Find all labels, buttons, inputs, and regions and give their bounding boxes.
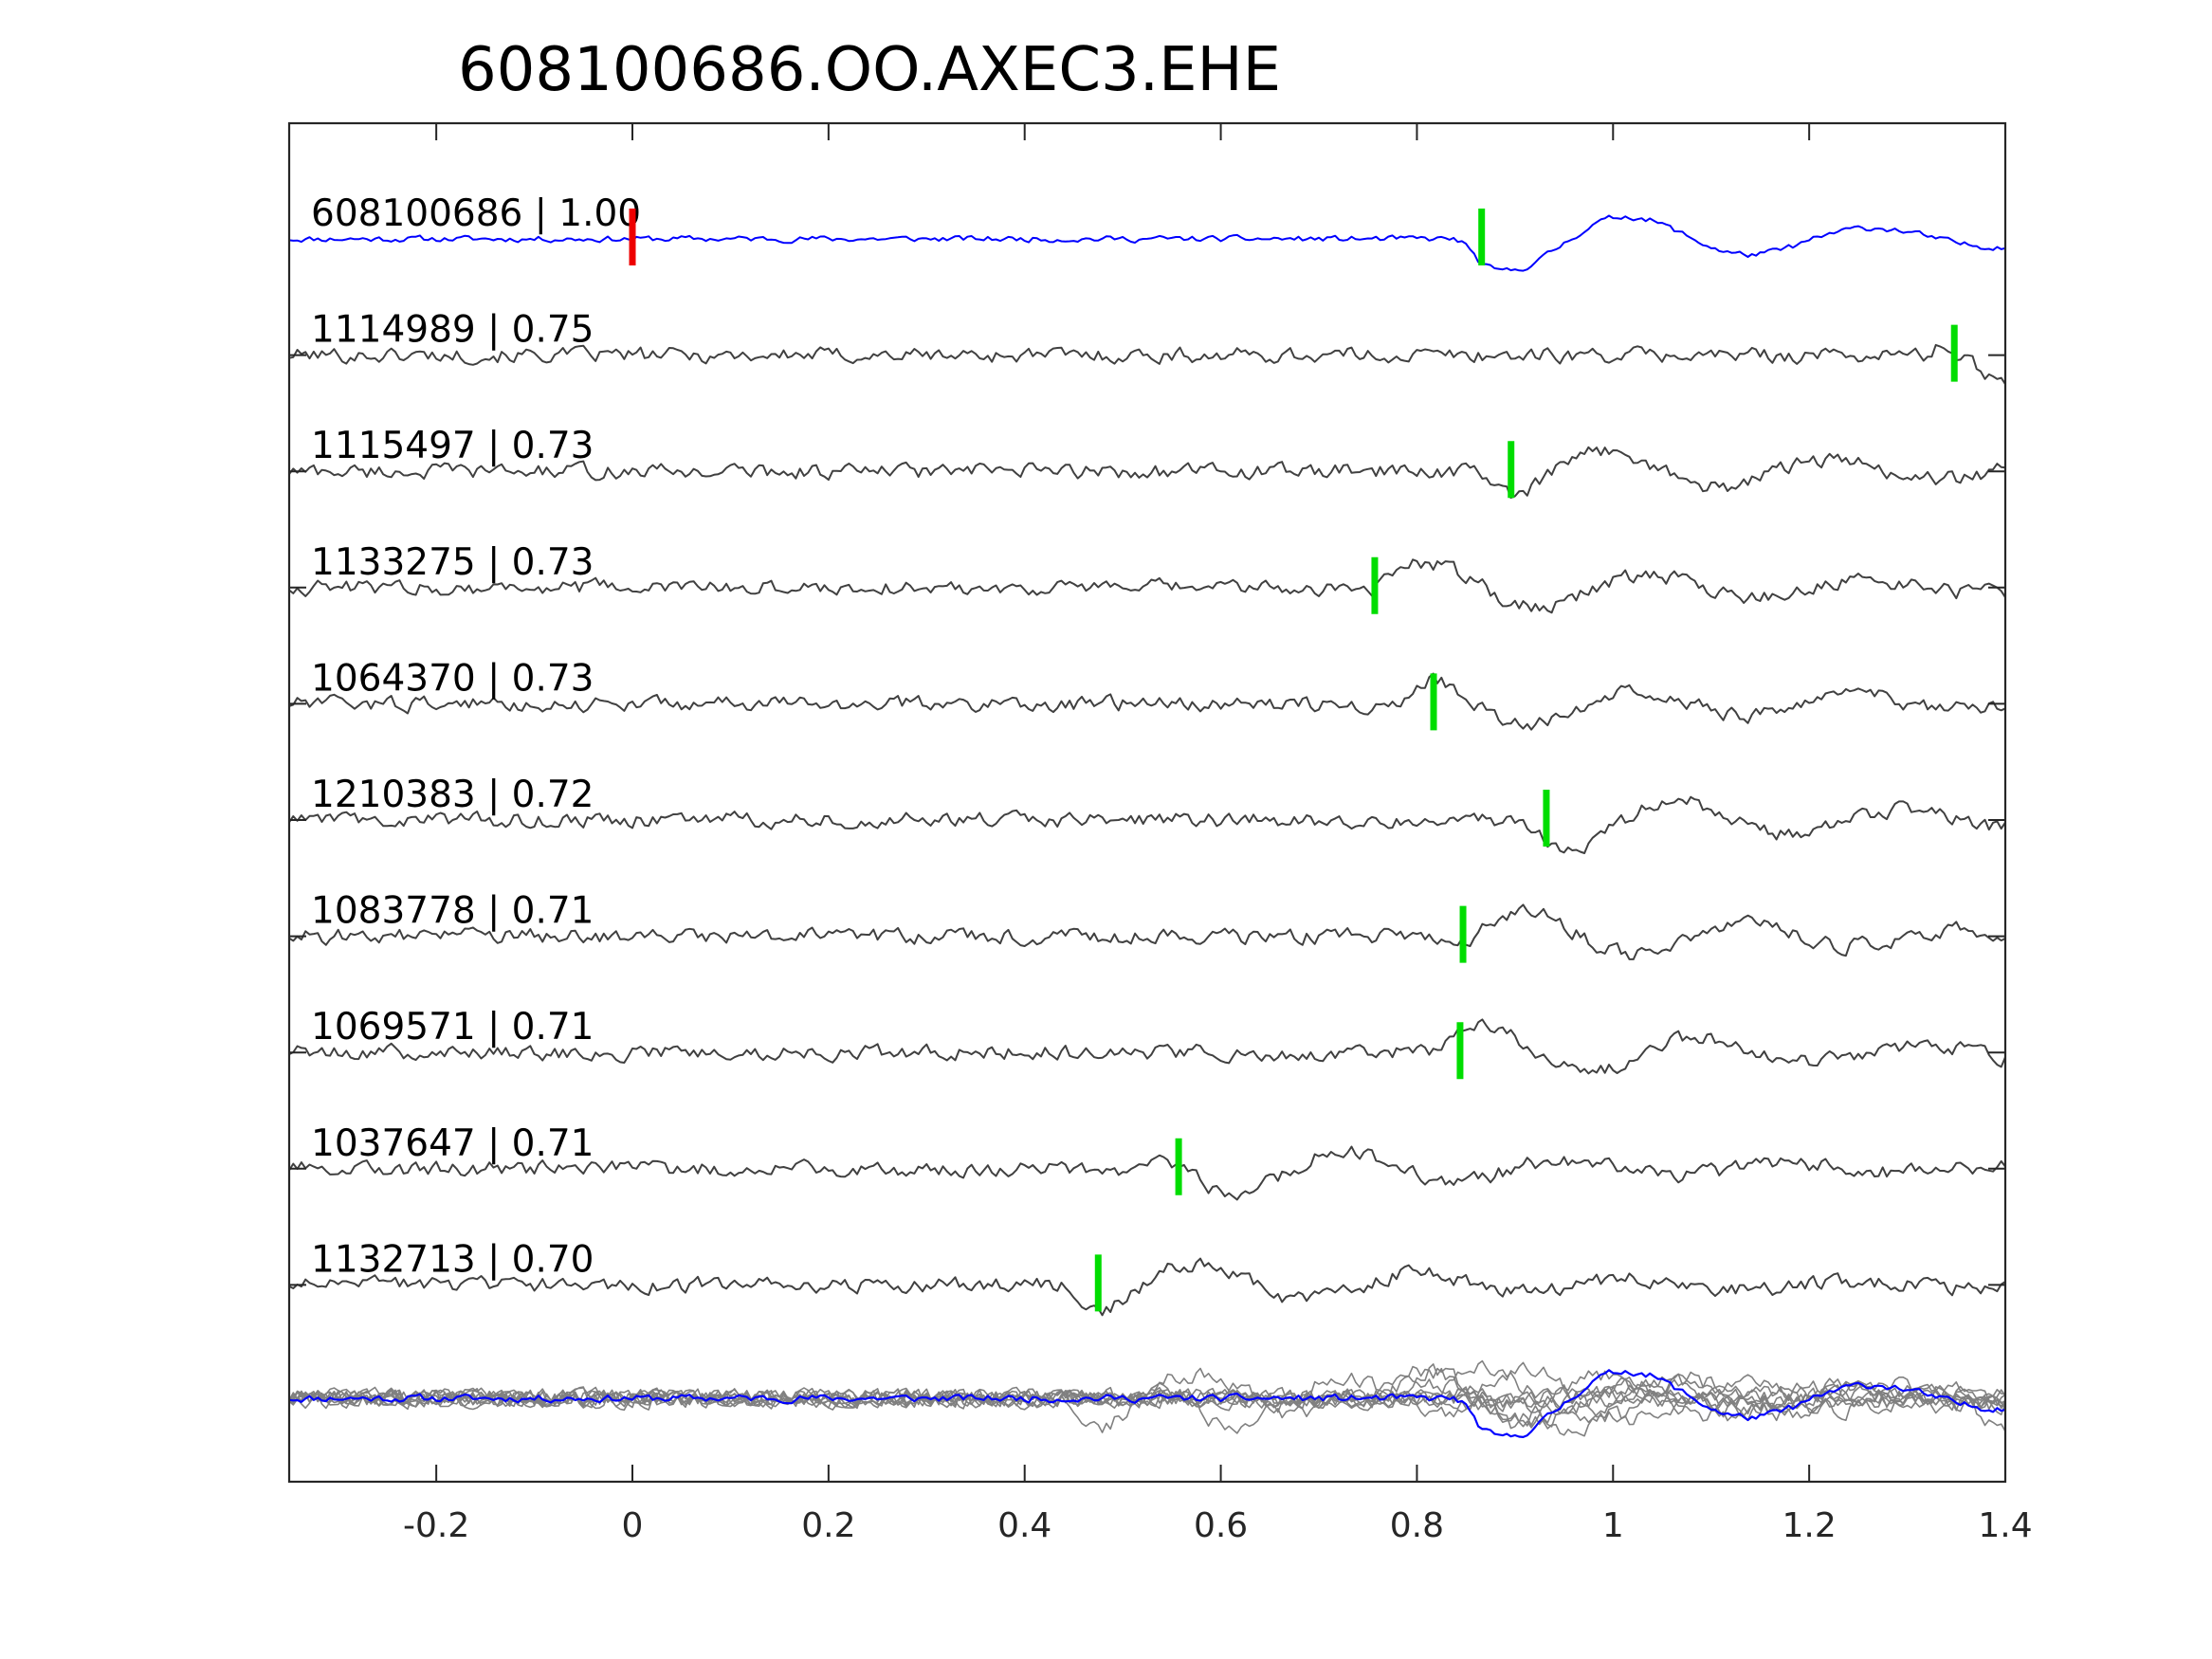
- trace-3: [288, 558, 2006, 614]
- trace-4: [288, 672, 2006, 731]
- trace-label-5: 1210383 | 0.72: [311, 774, 594, 816]
- trace-label-1: 1114989 | 0.75: [311, 309, 594, 352]
- trace-label-9: 1132713 | 0.70: [311, 1238, 594, 1281]
- trace-5: [288, 795, 2006, 854]
- x-tick-label: 0.4: [997, 1506, 1051, 1545]
- x-tick-label: 1.4: [1978, 1506, 2032, 1545]
- x-tick-label: 1: [1602, 1506, 1624, 1545]
- trace-label-7: 1069571 | 0.71: [311, 1006, 594, 1048]
- trace-label-3: 1133275 | 0.73: [311, 541, 594, 584]
- stack-template-trace: [288, 1369, 2006, 1439]
- trace-6: [288, 903, 2006, 960]
- x-axis: -0.2 0 0.2 0.4 0.6 0.8 1 1.2 1.4: [403, 123, 2033, 1545]
- plot-frame: [287, 121, 2007, 1484]
- chart-title: 608100686.OO.AXEC3.EHE: [458, 35, 1281, 105]
- x-tick-label: 0.8: [1390, 1506, 1444, 1545]
- trace-9: [288, 1257, 2006, 1317]
- traces-layer: [288, 214, 2006, 1317]
- trace-2: [288, 446, 2006, 500]
- template-label: 608100686 | 1.00: [311, 192, 641, 235]
- x-tick-label: 0: [622, 1506, 644, 1545]
- trace-1: [288, 343, 2006, 385]
- trace-label-2: 1115497 | 0.73: [311, 425, 594, 467]
- trace-8: [288, 1145, 2006, 1201]
- x-tick-label: 0.6: [1194, 1506, 1248, 1545]
- stack-trace-6: [288, 1361, 2006, 1426]
- template-trace: [288, 214, 2006, 272]
- trace-labels: 608100686 | 1.00 1114989 | 0.75 1115497 | …: [311, 192, 641, 1281]
- x-tick-label: 1.2: [1782, 1506, 1837, 1545]
- x-tick-label: -0.2: [403, 1506, 469, 1545]
- trace-7: [288, 1018, 2006, 1075]
- trace-label-6: 1083778 | 0.71: [311, 890, 594, 933]
- trace-label-4: 1064370 | 0.73: [311, 657, 594, 700]
- pick-markers: [629, 209, 1958, 1312]
- trace-label-8: 1037647 | 0.71: [311, 1122, 594, 1165]
- x-tick-label: 0.2: [801, 1506, 855, 1545]
- stack-layer: [288, 1359, 2006, 1439]
